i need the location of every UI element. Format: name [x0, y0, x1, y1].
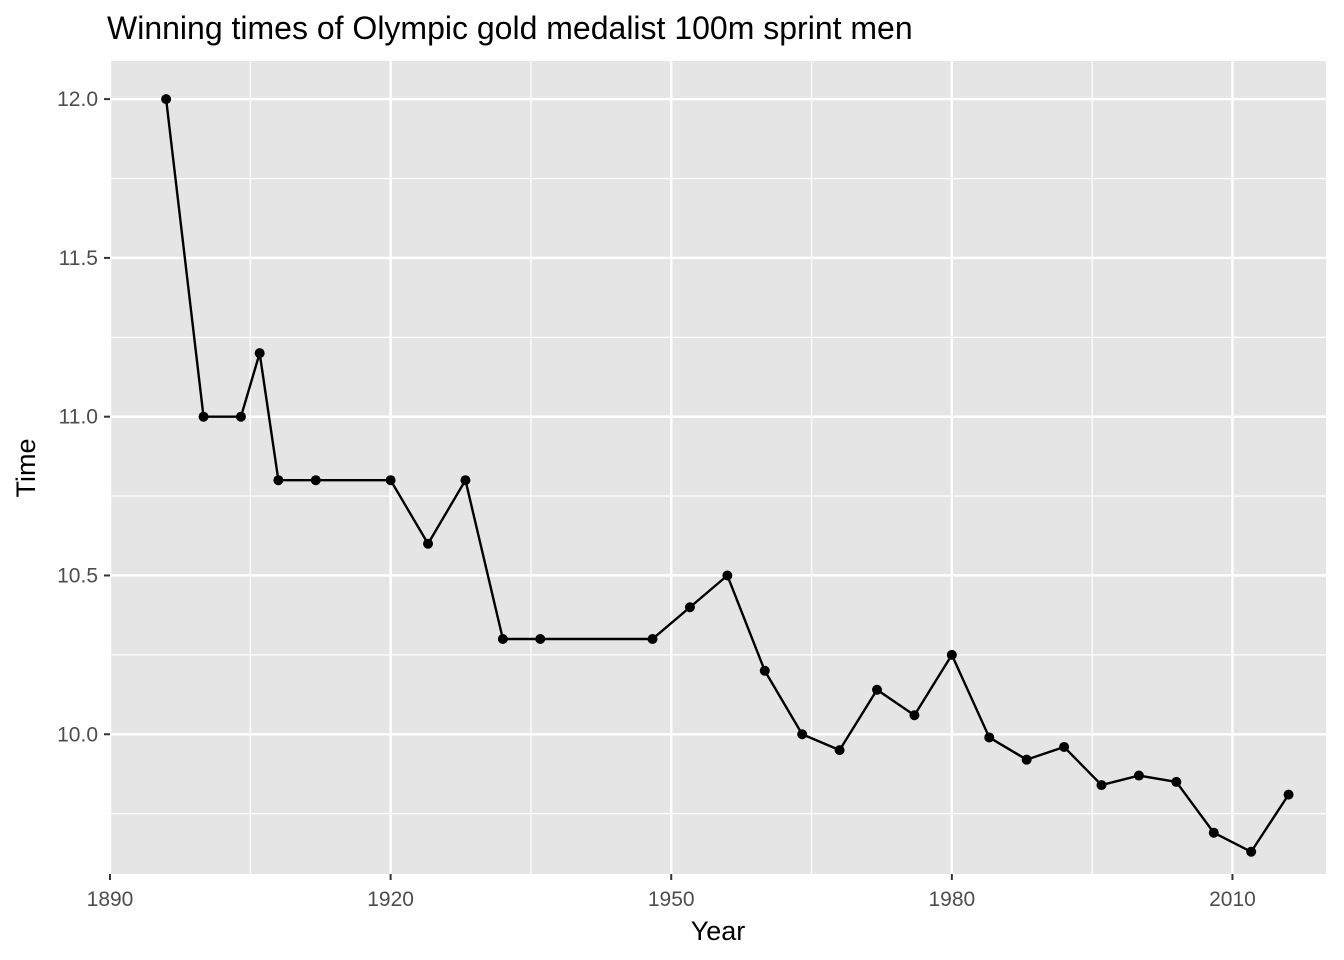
data-point [984, 732, 995, 743]
data-point [797, 729, 808, 740]
y-tick-label: 12.0 [57, 88, 98, 111]
x-tick-label: 1890 [87, 888, 134, 911]
y-tick-label: 10.5 [57, 564, 98, 587]
plot-panel [110, 61, 1326, 874]
data-point [198, 411, 209, 422]
y-tick-label: 11.5 [59, 247, 98, 270]
data-point [684, 602, 695, 613]
data-point [722, 570, 733, 581]
data-point [946, 649, 957, 660]
data-point [1171, 776, 1182, 787]
data-point [909, 710, 920, 721]
chart-title: Winning times of Olympic gold medalist 1… [107, 10, 913, 46]
x-tick-label: 1980 [928, 888, 975, 911]
data-point [310, 475, 321, 486]
y-axis: 10.0 10.5 11.0 11.5 12.0 [57, 88, 110, 746]
data-point [385, 475, 396, 486]
data-point [535, 633, 546, 644]
data-point [1208, 827, 1219, 838]
y-tick-label: 10.0 [57, 723, 98, 746]
data-point [1246, 846, 1257, 857]
data-point [423, 538, 434, 549]
y-tick-label: 11.0 [59, 406, 98, 429]
data-point [161, 94, 172, 105]
data-point [235, 411, 246, 422]
data-point [759, 665, 770, 676]
data-point [1096, 780, 1107, 791]
data-point [1283, 789, 1294, 800]
data-points-layer [161, 94, 1294, 857]
data-point [647, 633, 658, 644]
minor-gridlines [110, 61, 1326, 874]
data-point [1021, 754, 1032, 765]
x-tick-label: 1950 [648, 888, 695, 911]
data-point [834, 745, 845, 756]
major-gridlines [108, 61, 1326, 874]
data-point [273, 475, 284, 486]
y-axis-title: Time [11, 439, 41, 498]
x-tick-label: 1920 [367, 888, 414, 911]
x-axis: 1890 1920 1950 1980 2010 [87, 874, 1256, 911]
x-tick-label: 2010 [1209, 888, 1256, 911]
x-axis-title: Year [691, 916, 746, 946]
data-point [872, 684, 883, 695]
data-point [460, 475, 471, 486]
data-point [497, 633, 508, 644]
data-point [1059, 741, 1070, 752]
data-point [1133, 770, 1144, 781]
data-point [254, 348, 265, 359]
